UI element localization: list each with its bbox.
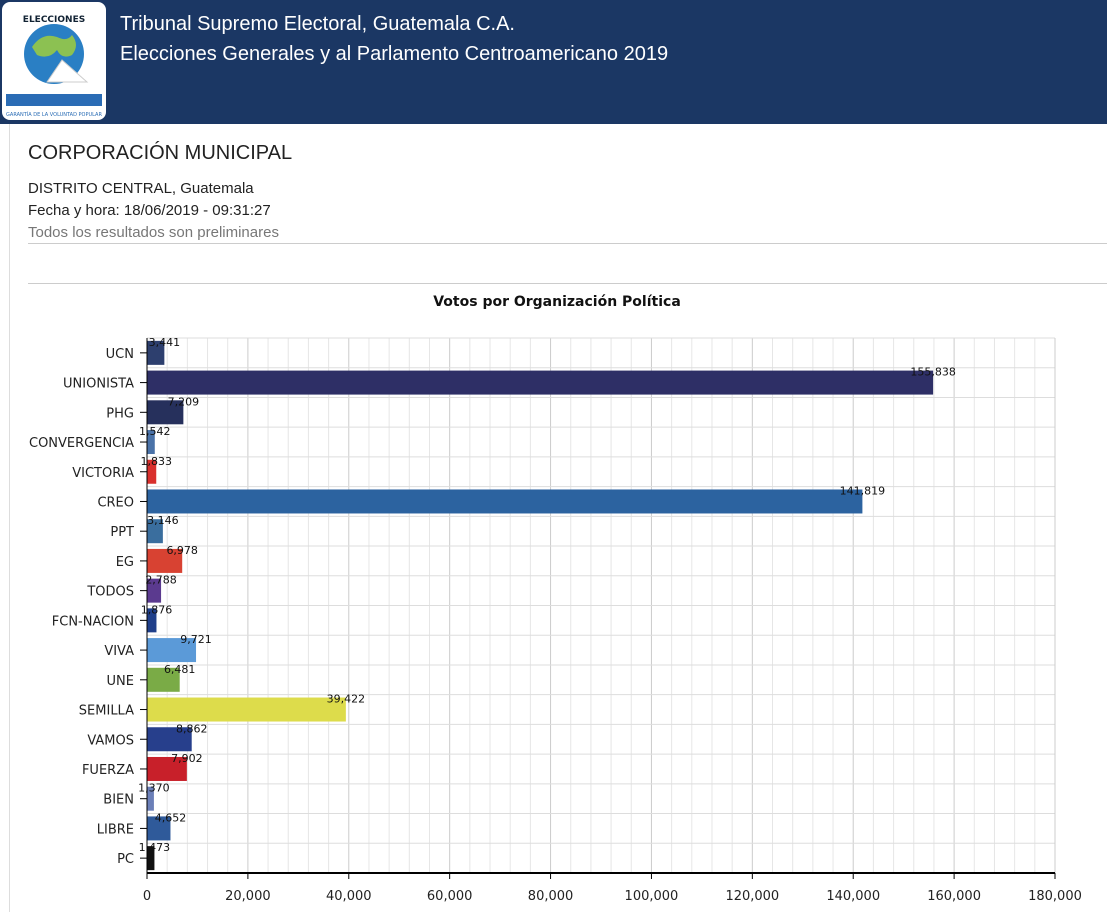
bar-bien — [147, 786, 154, 811]
x-tick-label: 20,000 — [225, 889, 271, 904]
category-label: PPT — [110, 525, 134, 540]
bar-unionista — [147, 370, 934, 395]
preliminary-note: Todos los resultados son preliminares — [28, 224, 279, 241]
page-title: CORPORACIÓN MUNICIPAL — [28, 142, 293, 164]
data-label: 4,652 — [155, 811, 187, 824]
x-tick-label: 140,000 — [826, 889, 880, 904]
data-label: 155,838 — [910, 366, 956, 379]
x-tick-label: 180,000 — [1028, 889, 1082, 904]
x-tick-label: 40,000 — [326, 889, 372, 904]
data-label: 6,481 — [164, 663, 196, 676]
data-label: 141,819 — [840, 484, 886, 497]
x-tick-label: 160,000 — [927, 889, 981, 904]
data-label: 2,788 — [145, 574, 177, 587]
x-tick-label: 80,000 — [528, 889, 574, 904]
divider — [28, 243, 1107, 244]
data-label: 1,542 — [139, 425, 171, 438]
data-label: 3,441 — [149, 336, 181, 349]
x-tick-label: 60,000 — [427, 889, 473, 904]
category-label: LIBRE — [97, 822, 134, 837]
bar-viva — [147, 638, 197, 663]
location: DISTRITO CENTRAL, Guatemala — [28, 180, 254, 197]
data-label: 1,370 — [138, 782, 170, 795]
category-label: BIEN — [103, 793, 134, 808]
bar-ppt — [147, 519, 163, 544]
category-label: CREO — [97, 495, 134, 510]
bar-fuerza — [147, 756, 187, 781]
chart-title: Votos por Organización Política — [433, 294, 681, 310]
bar-convergencia — [147, 430, 155, 455]
bar-victoria — [147, 459, 157, 484]
data-label: 6,978 — [166, 544, 198, 557]
category-label: SEMILLA — [79, 704, 134, 719]
header-title: Tribunal Supremo Electoral, Guatemala C.… — [120, 13, 515, 35]
bar-vamos — [147, 727, 192, 752]
tse-logo[interactable]: ELECCIONES GARANTÍA DE LA VOLUNTAD POPUL… — [2, 2, 106, 120]
bar-creo — [147, 489, 863, 514]
category-label: UCN — [106, 347, 134, 362]
bar-libre — [147, 816, 171, 841]
category-label: VAMOS — [87, 733, 134, 748]
header-subtitle: Elecciones Generales y al Parlamento Cen… — [120, 43, 669, 65]
bar-eg — [147, 548, 183, 573]
divider — [9, 124, 10, 912]
bar-phg — [147, 400, 184, 425]
category-label: VIVA — [104, 644, 134, 659]
category-label: FCN-NACION — [52, 614, 134, 629]
bar-fcn-nacion — [147, 608, 157, 633]
x-tick-label: 100,000 — [625, 889, 679, 904]
bar-ucn — [147, 340, 165, 365]
data-label: 9,721 — [180, 633, 212, 646]
category-label: PHG — [106, 406, 134, 421]
category-label: UNE — [107, 674, 134, 689]
category-label: CONVERGENCIA — [29, 436, 134, 451]
category-label: PC — [117, 852, 134, 867]
category-label: EG — [116, 555, 134, 570]
category-label: TODOS — [86, 585, 134, 600]
data-label: 7,209 — [168, 395, 200, 408]
category-label: UNIONISTA — [63, 377, 134, 392]
data-label: 8,862 — [176, 722, 208, 735]
bar-une — [147, 667, 180, 692]
x-tick-label: 120,000 — [725, 889, 779, 904]
data-label: 1,473 — [139, 841, 171, 854]
bar-pc — [147, 846, 155, 871]
data-label: 7,902 — [171, 752, 203, 765]
divider — [28, 283, 1107, 284]
bar-semilla — [147, 697, 346, 722]
data-label: 3,146 — [147, 514, 179, 527]
data-label: 39,422 — [327, 693, 366, 706]
svg-text:GARANTÍA DE LA VOLUNTAD POPULA: GARANTÍA DE LA VOLUNTAD POPULAR — [6, 111, 102, 118]
datetime: Fecha y hora: 18/06/2019 - 09:31:27 — [28, 202, 271, 219]
bar-todos — [147, 578, 162, 603]
data-label: 1,833 — [140, 455, 172, 468]
category-label: FUERZA — [82, 763, 134, 778]
svg-text:ELECCIONES: ELECCIONES — [23, 15, 85, 25]
header: ELECCIONES GARANTÍA DE LA VOLUNTAD POPUL… — [0, 0, 1107, 124]
data-label: 1,876 — [141, 603, 173, 616]
category-label: VICTORIA — [72, 466, 134, 481]
x-tick-label: 0 — [143, 889, 151, 904]
